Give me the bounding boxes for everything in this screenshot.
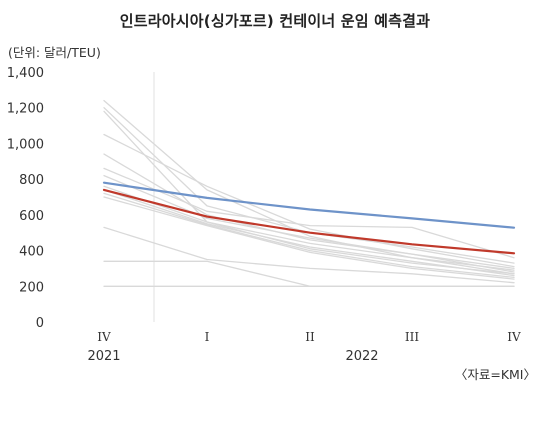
y-tick-label: 400 [19, 245, 44, 260]
source-label: 〈자료=KMI〉 [454, 367, 536, 382]
year-label: 2022 [345, 349, 378, 364]
series-line-highlight-blue [102, 181, 516, 229]
series-line-scenario [103, 185, 515, 275]
y-tick-label: 800 [19, 173, 44, 188]
y-tick-label: 200 [19, 280, 44, 295]
series-line-scenario [103, 167, 515, 259]
x-tick-label: IV [97, 330, 111, 344]
y-tick-label: 0 [36, 316, 44, 331]
y-tick-label: 1,200 [7, 102, 44, 117]
series-line-scenario [103, 196, 515, 280]
series-line-highlight-red [102, 188, 516, 255]
series-line-scenario [103, 174, 515, 273]
year-labels: 2021 2022 [87, 349, 378, 364]
series-lines [102, 99, 516, 287]
y-tick-label: 600 [19, 209, 44, 224]
series-line-scenario [103, 189, 515, 277]
x-tick-label: I [205, 330, 210, 344]
x-tick-label: II [305, 330, 315, 344]
series-line-scenario [103, 192, 515, 279]
year-label: 2021 [87, 349, 120, 364]
chart-title: 인트라아시아(싱가포르) 컨테이너 운임 예측결과 [119, 12, 431, 30]
series-line-scenario [103, 260, 515, 287]
series-line-scenario [103, 226, 515, 284]
series-line-scenario [103, 153, 515, 270]
series-line-scenario [103, 133, 515, 268]
series-line-scenario [103, 99, 515, 271]
y-tick-label: 1,000 [7, 137, 44, 152]
unit-label: (단위: 달러/TEU) [8, 45, 101, 60]
x-tick-label: IV [507, 330, 521, 344]
x-tick-label: III [405, 330, 419, 344]
x-axis-ticks: IV I II III IV [97, 330, 521, 344]
y-tick-label: 1,400 [7, 66, 44, 81]
y-axis-ticks: 1,400 1,200 1,000 800 600 400 200 0 [7, 66, 44, 331]
